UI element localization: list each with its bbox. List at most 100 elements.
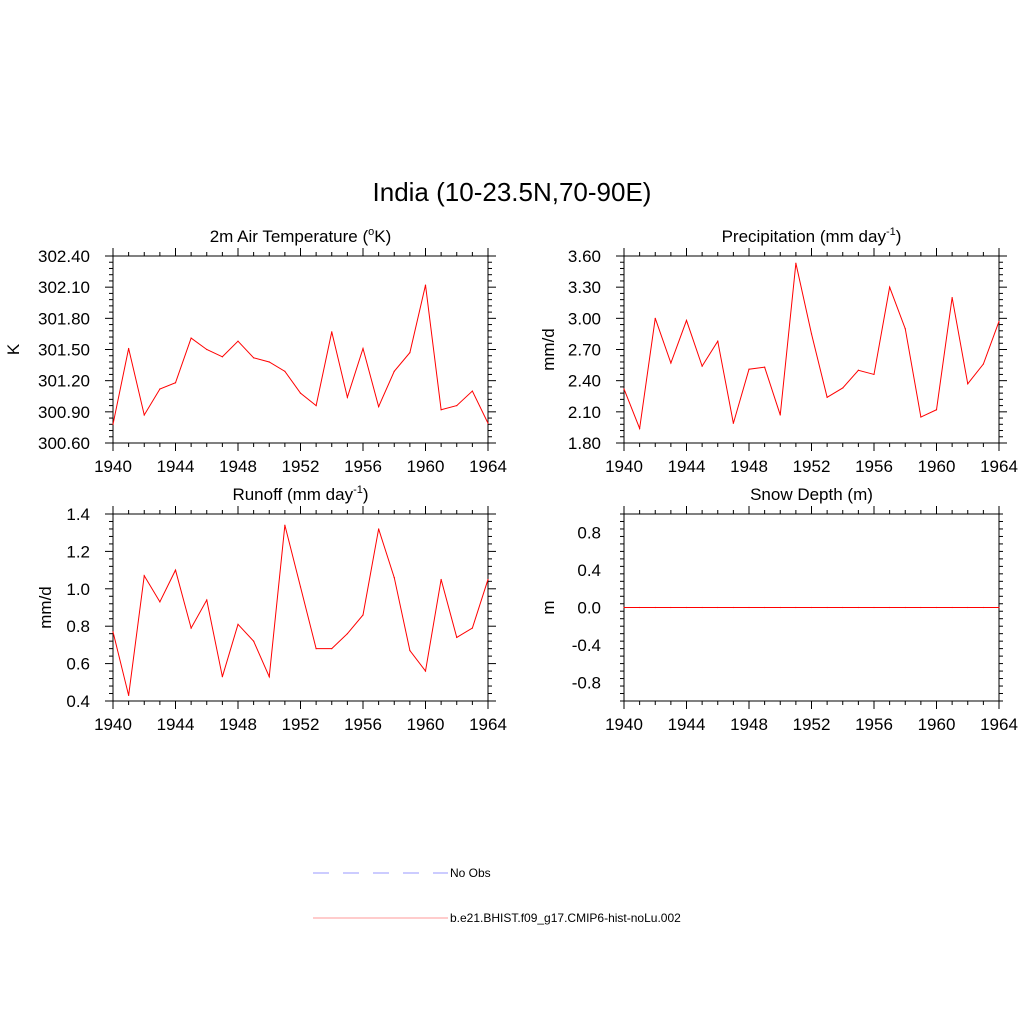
data-point [471, 627, 473, 629]
data-point [378, 406, 380, 408]
y-tick-label: 301.20 [38, 372, 90, 391]
y-tick-label: 0.0 [577, 599, 601, 618]
x-tick-label: 1964 [469, 457, 507, 476]
data-point [623, 388, 625, 390]
y-tick-label: 0.8 [577, 524, 601, 543]
x-tick-label: 1952 [282, 457, 320, 476]
y-axis-label: K [4, 343, 23, 355]
data-point [701, 606, 703, 609]
data-point [748, 606, 750, 609]
x-tick-label: 1960 [918, 715, 956, 734]
y-tick-label: 300.90 [38, 403, 90, 422]
data-point [299, 392, 302, 394]
x-tick-label: 1952 [793, 715, 831, 734]
data-point [654, 606, 656, 609]
x-tick-label: 1948 [730, 457, 768, 476]
data-point [237, 340, 239, 342]
x-tick-label: 1956 [344, 715, 382, 734]
y-tick-label: -0.4 [572, 636, 601, 655]
data-point [331, 648, 333, 650]
data-point [128, 694, 130, 696]
x-tick-label: 1964 [980, 457, 1018, 476]
y-tick-label: 1.0 [66, 580, 90, 599]
data-point [253, 357, 255, 359]
y-tick-label: 301.80 [38, 309, 90, 328]
x-tick-label: 1948 [219, 715, 257, 734]
data-point [221, 676, 223, 678]
data-point [795, 262, 797, 264]
y-tick-label: 0.4 [66, 692, 90, 711]
data-point [346, 396, 348, 398]
y-tick-label: 2.40 [568, 372, 601, 391]
data-point [904, 606, 906, 609]
y-tick-label: 2.10 [568, 403, 601, 422]
data-point [670, 606, 672, 609]
data-point [623, 606, 625, 609]
plot-frame [112, 255, 489, 444]
legend: No Obs b.e21.BHIST.f09_g17.CMIP6-hist-no… [313, 866, 681, 925]
panel-runoff: 1940 1944 1948 1952 1956 1960 1964 0.4 0.6 0.8 1.0… [36, 484, 507, 734]
data-point [732, 422, 734, 424]
x-tick-label: 1944 [668, 457, 706, 476]
x-tick-label: 1944 [157, 457, 195, 476]
data-point [857, 606, 859, 609]
y-tick-label: 1.80 [568, 434, 601, 453]
x-tick-label: 1960 [407, 715, 445, 734]
data-point [951, 606, 953, 609]
x-tick-label: 1940 [605, 715, 643, 734]
y-axis-label: m [539, 600, 558, 614]
data-point [128, 347, 130, 350]
data-point [873, 606, 875, 609]
data-point [221, 356, 223, 358]
data-point [810, 333, 813, 335]
x-tick-label: 1960 [407, 457, 445, 476]
legend-model-label: b.e21.BHIST.f09_g17.CMIP6-hist-noLu.002 [450, 911, 681, 925]
data-point [487, 422, 489, 424]
y-tick-label: 0.8 [66, 617, 90, 636]
data-point [190, 337, 192, 339]
data-point [143, 414, 145, 416]
data-point [842, 387, 844, 389]
data-point [904, 328, 906, 330]
data-point [424, 284, 427, 286]
data-point [873, 373, 875, 376]
data-point [284, 524, 286, 526]
x-tick-label: 1964 [469, 715, 507, 734]
data-point [159, 601, 161, 603]
data-point [346, 633, 348, 635]
data-point [889, 286, 891, 288]
x-tick-label: 1952 [282, 715, 320, 734]
data-point [982, 606, 984, 609]
data-point [717, 340, 719, 342]
data-point [857, 369, 859, 371]
x-tick-label: 1956 [855, 715, 893, 734]
figure-title: India (10-23.5N,70-90E) [373, 177, 652, 207]
data-point [112, 423, 114, 425]
data-point [190, 627, 192, 629]
series-line [623, 263, 1000, 431]
panel-title: Runoff (mm day-1) [232, 484, 368, 504]
y-tick-label: 1.4 [66, 505, 90, 524]
data-point [299, 586, 302, 588]
data-point [764, 366, 766, 368]
y-tick-label: 301.50 [38, 341, 90, 360]
x-tick-label: 1940 [94, 457, 132, 476]
data-point [378, 528, 380, 530]
data-point [456, 405, 458, 407]
data-point [362, 347, 364, 350]
data-point [826, 606, 828, 609]
data-point [639, 606, 641, 609]
data-point [440, 578, 442, 581]
x-tick-label: 1956 [855, 457, 893, 476]
x-tick-label: 1952 [793, 457, 831, 476]
data-point [440, 409, 442, 411]
y-tick-label: 1.2 [66, 542, 90, 561]
data-point [253, 640, 255, 642]
data-point [393, 370, 395, 372]
data-point [889, 606, 891, 609]
data-point [654, 317, 656, 319]
series-line [112, 525, 489, 696]
x-tick-label: 1940 [605, 457, 643, 476]
y-axis-label: mm/d [36, 586, 55, 629]
y-axis-label: mm/d [539, 328, 558, 371]
